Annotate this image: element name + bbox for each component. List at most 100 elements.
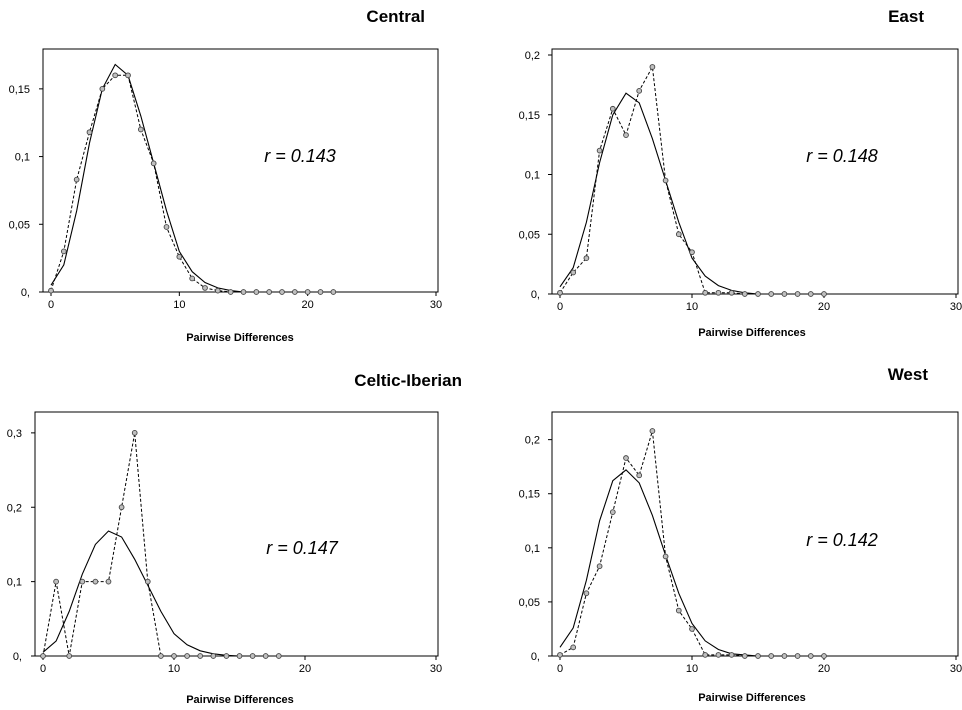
observed-data-point xyxy=(583,590,590,597)
observed-data-point xyxy=(755,653,761,659)
observed-data-point xyxy=(253,289,260,295)
observed-data-point xyxy=(609,509,616,515)
observed-data-point xyxy=(266,289,273,295)
observed-distribution-line xyxy=(42,432,279,657)
observed-data-point xyxy=(40,653,46,659)
y-tick-label: 0,1 xyxy=(7,577,22,589)
observed-data-point xyxy=(53,578,59,585)
plot-frame xyxy=(34,411,439,657)
observed-data-point xyxy=(150,160,157,167)
observed-data-point xyxy=(768,291,775,297)
observed-data-point xyxy=(741,291,748,297)
observed-data-point xyxy=(92,578,99,585)
r-annotation: r = 0.142 xyxy=(806,530,878,550)
observed-data-point xyxy=(112,72,119,79)
chart-title: West xyxy=(888,365,929,384)
y-tick-label: 0, xyxy=(21,287,30,299)
expected-distribution-line xyxy=(559,469,956,657)
observed-data-point xyxy=(275,653,282,659)
observed-data-point xyxy=(223,653,230,659)
observed-data-point xyxy=(163,224,170,230)
chart-title: Central xyxy=(366,7,425,26)
x-tick-label: 0 xyxy=(40,663,46,675)
observed-data-point xyxy=(210,653,217,659)
plot-frame xyxy=(42,48,439,293)
observed-data-point xyxy=(794,653,801,659)
observed-data-point xyxy=(236,653,243,659)
observed-data-point xyxy=(596,563,603,570)
chart-panel-0: Central Pairwise Differences r = 0.143 0 10 2… xyxy=(9,7,443,344)
observed-data-point xyxy=(728,652,735,658)
x-tick-label: 20 xyxy=(818,663,830,675)
chart-panel-3: West Pairwise Differences r = 0.142 0 10 20 30… xyxy=(519,365,962,704)
observed-data-point xyxy=(48,287,54,294)
observed-data-point xyxy=(781,291,788,297)
observed-data-point xyxy=(262,653,269,659)
y-tick-label: 0,05 xyxy=(519,229,540,241)
y-tick-label: 0, xyxy=(13,651,22,663)
observed-data-point xyxy=(755,291,761,297)
x-axis-label: Pairwise Differences xyxy=(698,327,806,339)
observed-data-point xyxy=(330,289,337,295)
r-annotation: r = 0.143 xyxy=(264,146,336,166)
x-tick-label: 0 xyxy=(48,299,54,311)
observed-data-point xyxy=(821,653,827,659)
observed-distribution-line xyxy=(559,65,824,295)
r-annotation: r = 0.148 xyxy=(806,146,878,166)
x-tick-label: 10 xyxy=(168,663,180,675)
chart-title: East xyxy=(888,7,924,26)
observed-data-point xyxy=(317,289,324,295)
observed-data-point xyxy=(794,291,801,297)
y-tick-label: 0,05 xyxy=(519,597,540,609)
x-tick-label: 20 xyxy=(299,663,311,675)
observed-data-point xyxy=(662,553,669,560)
y-tick-label: 0,15 xyxy=(9,84,30,96)
chart-panel-2: Celtic-Iberian Pairwise Differences r = 0.… xyxy=(7,371,462,706)
observed-data-point xyxy=(86,129,93,136)
chart-panel-1: East Pairwise Differences r = 0.148 0 10 20 30… xyxy=(519,7,962,339)
observed-data-point xyxy=(821,291,827,297)
observed-data-point xyxy=(557,652,563,658)
observed-data-point xyxy=(557,289,563,296)
observed-data-point xyxy=(636,87,643,94)
observed-data-point xyxy=(609,105,616,112)
y-tick-label: 0, xyxy=(531,651,540,663)
plot-frame xyxy=(551,48,959,295)
observed-data-point xyxy=(176,253,183,260)
observed-data-point xyxy=(249,653,256,659)
x-tick-label: 20 xyxy=(302,299,314,311)
y-tick-label: 0,2 xyxy=(525,50,540,62)
plot-frame xyxy=(551,411,959,657)
x-tick-label: 30 xyxy=(950,301,962,313)
observed-data-point xyxy=(768,653,775,659)
observed-data-point xyxy=(144,578,151,585)
observed-data-point xyxy=(304,289,311,295)
x-axis-label: Pairwise Differences xyxy=(186,694,294,706)
expected-distribution-line xyxy=(42,530,436,657)
observed-data-point xyxy=(675,607,682,614)
observed-data-point xyxy=(649,428,656,434)
observed-data-point xyxy=(570,644,577,651)
observed-data-point xyxy=(202,285,208,291)
observed-data-point xyxy=(702,289,709,296)
observed-data-point xyxy=(689,626,695,632)
chart-title: Celtic-Iberian xyxy=(354,371,462,390)
y-tick-label: 0, xyxy=(531,289,540,301)
x-tick-label: 20 xyxy=(818,301,830,313)
observed-distribution-line xyxy=(50,74,334,293)
observed-data-point xyxy=(137,126,144,133)
observed-data-point xyxy=(583,255,590,262)
r-annotation: r = 0.147 xyxy=(266,538,339,558)
observed-data-point xyxy=(105,578,112,585)
observed-data-point xyxy=(66,653,73,659)
observed-data-point xyxy=(197,653,204,659)
observed-data-point xyxy=(240,289,247,295)
observed-data-point xyxy=(702,652,709,658)
observed-data-point xyxy=(279,289,285,295)
x-tick-label: 10 xyxy=(173,299,185,311)
x-tick-label: 10 xyxy=(686,301,698,313)
observed-data-point xyxy=(636,472,643,479)
y-tick-label: 0,2 xyxy=(7,502,22,514)
x-axis-label: Pairwise Differences xyxy=(186,332,294,344)
